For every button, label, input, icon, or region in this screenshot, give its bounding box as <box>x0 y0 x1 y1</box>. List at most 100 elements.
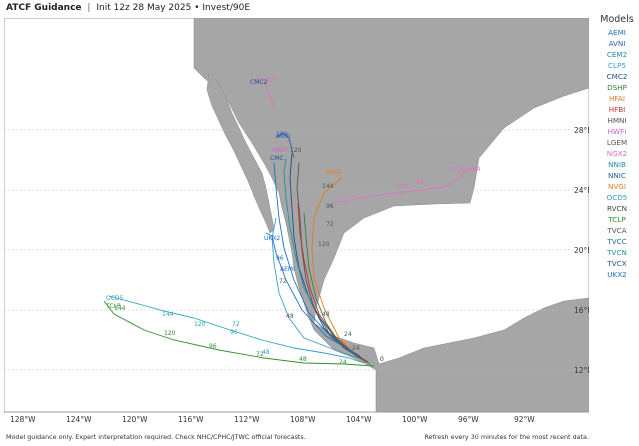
land <box>193 18 589 413</box>
track-ocd5 <box>108 295 365 364</box>
tclp-label-144: 144 <box>114 305 126 312</box>
ocd5-label-96: 96 <box>230 329 238 336</box>
lat-label-24: 24°N <box>574 186 589 195</box>
legend-list: AEMI AVNI CEM2 CLP5 CMC2 DSHP HFAI HFBI HMNI HWFI… <box>595 27 639 280</box>
lon-label-108: 108°W <box>290 415 316 424</box>
latitude-axis: 28°N 24°N 20°N 16°N 12°N <box>574 126 589 375</box>
lat-label-16: 16°N <box>574 306 589 315</box>
legend-item-avni[interactable]: AVNI <box>608 39 626 48</box>
tag-avni: AVNI <box>276 133 290 140</box>
track-labels: 120 96 144 120 120 120 144 120 96 72 48 … <box>114 77 481 366</box>
us-landmass <box>193 18 589 413</box>
tclp-label-72: 72 <box>256 351 264 358</box>
models-legend: Models AEMI AVNI CEM2 CLP5 CMC2 DSHP HFAI HFBI H… <box>595 14 639 280</box>
baja-peninsula <box>206 72 275 234</box>
track-map[interactable]: 28°N 24°N 20°N 16°N 12°N 128°W 124°W 120… <box>4 18 589 426</box>
tclp-label-0: 0 <box>380 356 384 363</box>
cluster-label-48b: 48 <box>322 311 330 318</box>
chart-header: ATCF Guidance | Init 12z 28 May 2025 • I… <box>6 3 250 17</box>
track-tclp <box>103 300 375 367</box>
lon-label-100: 100°W <box>402 415 428 424</box>
legend-item-nvgi[interactable]: NVGI <box>608 182 626 191</box>
legend-item-hfai[interactable]: HFAI <box>609 94 625 103</box>
lat-label-20: 20°N <box>574 246 589 255</box>
title-separator: | <box>87 3 91 13</box>
lat-label-12: 12°N <box>574 366 589 375</box>
cluster-label-120-c: 120 <box>290 147 302 154</box>
legend-item-tvca[interactable]: TVCA <box>607 226 627 235</box>
ocd5-label-48: 48 <box>262 349 270 356</box>
legend-item-aemi[interactable]: AEMI <box>608 28 626 37</box>
tag-aemi: AEMI <box>280 266 295 273</box>
map-panel[interactable]: 28°N 24°N 20°N 16°N 12°N 128°W 124°W 120… <box>4 18 589 426</box>
header-bullet: • <box>194 3 200 13</box>
cluster-label-24b: 24 <box>344 331 352 338</box>
lon-label-92: 92°W <box>514 415 535 424</box>
legend-item-lgem[interactable]: LGEM <box>606 138 628 147</box>
lon-label-104: 104°W <box>346 415 372 424</box>
legend-item-hwfi[interactable]: HWFI <box>607 127 627 136</box>
legend-item-tvcx[interactable]: TVCX <box>607 259 627 268</box>
tclp-label-120: 120 <box>164 330 176 337</box>
storm-name: Invest/90E <box>202 3 251 13</box>
track-ngx2-north <box>253 77 275 109</box>
lon-label-120: 120°W <box>122 415 148 424</box>
legend-item-ukx2[interactable]: UKX2 <box>607 270 627 279</box>
legend-item-cmc2[interactable]: CMC2 <box>606 72 628 81</box>
track-cluster-4 <box>273 162 361 357</box>
tag-hwfi: HWFI <box>272 147 288 154</box>
legend-item-ocd5[interactable]: OCD5 <box>606 193 628 202</box>
lon-label-96: 96°W <box>458 415 479 424</box>
longitude-axis: 128°W 124°W 120°W 116°W 112°W 108°W 104°… <box>10 415 535 424</box>
track-nvgi <box>311 177 360 359</box>
lat-label-28: 28°N <box>574 126 589 135</box>
ngx2-label-144: 144 <box>469 166 481 173</box>
track-avni <box>275 132 295 159</box>
legend-item-hmni[interactable]: HMNI <box>607 116 627 125</box>
lon-label-116: 116°W <box>178 415 204 424</box>
footer-disclaimer: Model guidance only. Expert interpretati… <box>6 433 306 441</box>
cluster-label-120: 120 <box>318 241 330 248</box>
legend-item-nnib[interactable]: NNIB <box>608 160 626 169</box>
lon-label-112: 112°W <box>234 415 260 424</box>
ocd5-label-144: 144 <box>162 311 174 318</box>
legend-item-tvcc[interactable]: TVCC <box>607 237 627 246</box>
model-tags: CMC2 AVNI HWFI CMC NVGI UKX2 AEMI NGX2 O… <box>105 79 467 310</box>
legend-item-hfbi[interactable]: HFBI <box>608 105 626 114</box>
tclp-label-96: 96 <box>209 343 217 350</box>
track-ukx2 <box>265 232 357 355</box>
cluster-label-72b: 72 <box>326 221 334 228</box>
lon-label-124: 124°W <box>66 415 92 424</box>
legend-item-nnic[interactable]: NNIC <box>608 171 626 180</box>
footer-refresh-note: Refresh every 30 minutes for the most re… <box>424 433 589 441</box>
tag-tclp: TCLP <box>105 303 121 310</box>
tag-cmc: CMC <box>270 155 284 162</box>
model-tracks <box>103 77 471 367</box>
cluster-label-96: 96 <box>276 255 284 262</box>
legend-item-dshp[interactable]: DSHP <box>607 83 627 92</box>
tclp-label-24: 24 <box>339 359 347 366</box>
hwfi-label-120-a: 120 <box>266 77 278 84</box>
cluster-label-48: 48 <box>286 313 294 320</box>
legend-item-tvcn[interactable]: TVCN <box>607 248 627 257</box>
ocd5-label-120: 120 <box>194 321 206 328</box>
ngx2-label-120: 120 <box>396 183 408 190</box>
legend-item-rvcn[interactable]: RVCN <box>607 204 627 213</box>
tclp-label-48: 48 <box>299 356 307 363</box>
track-ngx2 <box>333 167 471 204</box>
legend-item-tclp[interactable]: TCLP <box>608 215 626 224</box>
tag-ngx2: NGX2 <box>450 166 467 173</box>
legend-item-ngx2[interactable]: NGX2 <box>606 149 628 158</box>
tag-nvgi: NVGI <box>326 169 341 176</box>
lon-label-128: 128°W <box>10 415 36 424</box>
app-title: ATCF Guidance <box>6 3 82 13</box>
legend-item-clp5[interactable]: CLP5 <box>608 61 626 70</box>
legend-title: Models <box>600 14 634 25</box>
legend-item-cem2[interactable]: CEM2 <box>606 50 628 59</box>
cluster-label-96b: 96 <box>326 203 334 210</box>
init-time: Init 12z 28 May 2025 <box>96 3 192 13</box>
tag-ukx2: UKX2 <box>264 235 280 242</box>
grid <box>4 129 589 371</box>
tag-cmc2: CMC2 <box>250 79 268 86</box>
track-cluster-7 <box>303 212 371 365</box>
